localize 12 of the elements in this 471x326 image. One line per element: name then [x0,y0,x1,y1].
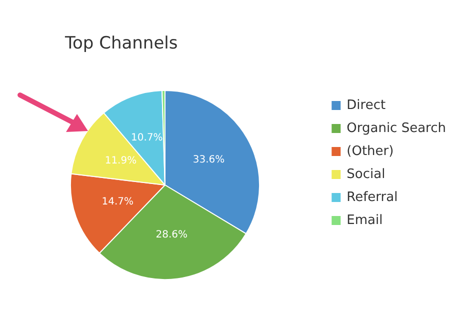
legend-label: Direct [346,98,386,113]
legend-label: Social [346,167,386,182]
legend-label: Organic Search [346,121,446,136]
data-label: 28.6% [156,229,188,240]
data-label: 10.7% [131,132,163,144]
data-label: 14.7% [102,196,134,208]
data-label: 11.9% [104,156,137,167]
legend-label: (Other) [346,144,394,159]
legend-label: Email [346,213,383,228]
data-label: 33.6% [192,154,225,166]
legend-label: Referral [346,190,398,205]
chart-title: Top Channels [64,34,178,54]
